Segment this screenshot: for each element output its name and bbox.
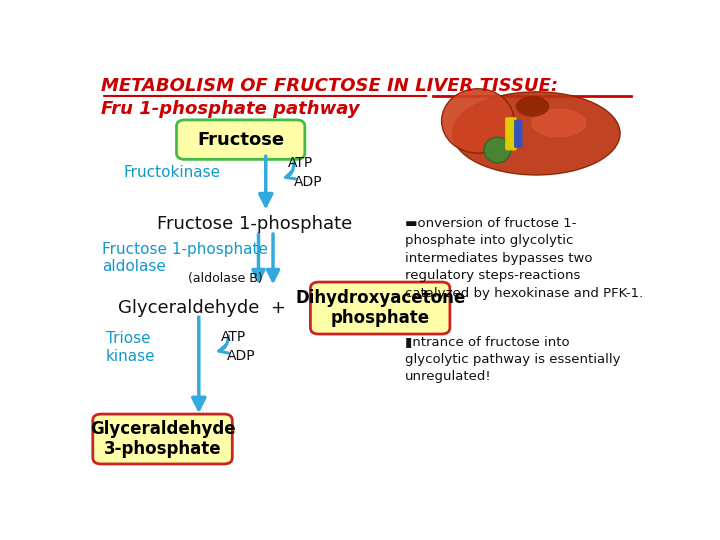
Text: Glyceraldehyde  +: Glyceraldehyde + [118, 299, 286, 317]
Text: Fructose: Fructose [197, 131, 284, 149]
Text: (aldolase B): (aldolase B) [188, 272, 262, 285]
Text: ▮ntrance of fructose into
glycolytic pathway is essentially
unregulated!: ▮ntrance of fructose into glycolytic pat… [405, 335, 621, 383]
FancyBboxPatch shape [310, 282, 450, 334]
Text: Fructokinase: Fructokinase [124, 165, 220, 180]
Text: ▬onversion of fructose 1-
phosphate into glycolytic
intermediates bypasses two
r: ▬onversion of fructose 1- phosphate into… [405, 217, 644, 300]
Text: ATP: ATP [288, 156, 313, 170]
Ellipse shape [441, 89, 514, 153]
Ellipse shape [531, 109, 587, 138]
FancyBboxPatch shape [514, 120, 523, 148]
Text: ADP: ADP [227, 349, 256, 363]
Ellipse shape [453, 92, 620, 175]
FancyBboxPatch shape [176, 120, 305, 159]
Text: Dihydroxyacetone
phosphate: Dihydroxyacetone phosphate [295, 289, 465, 327]
Text: Fructose 1-phosphate
aldolase: Fructose 1-phosphate aldolase [102, 242, 269, 274]
Text: Fructose 1-phosphate: Fructose 1-phosphate [157, 214, 352, 233]
Text: Glyceraldehyde
3-phosphate: Glyceraldehyde 3-phosphate [90, 420, 235, 458]
Text: ADP: ADP [294, 175, 323, 189]
Ellipse shape [484, 137, 510, 163]
Text: ATP: ATP [221, 330, 246, 344]
FancyBboxPatch shape [93, 414, 233, 464]
Ellipse shape [516, 96, 549, 117]
FancyBboxPatch shape [505, 117, 517, 151]
Text: Fru 1-phosphate pathway: Fru 1-phosphate pathway [101, 100, 360, 118]
Text: Triose
kinase: Triose kinase [106, 332, 156, 364]
Text: METABOLISM OF FRUCTOSE IN LIVER TISSUE:: METABOLISM OF FRUCTOSE IN LIVER TISSUE: [101, 77, 558, 95]
